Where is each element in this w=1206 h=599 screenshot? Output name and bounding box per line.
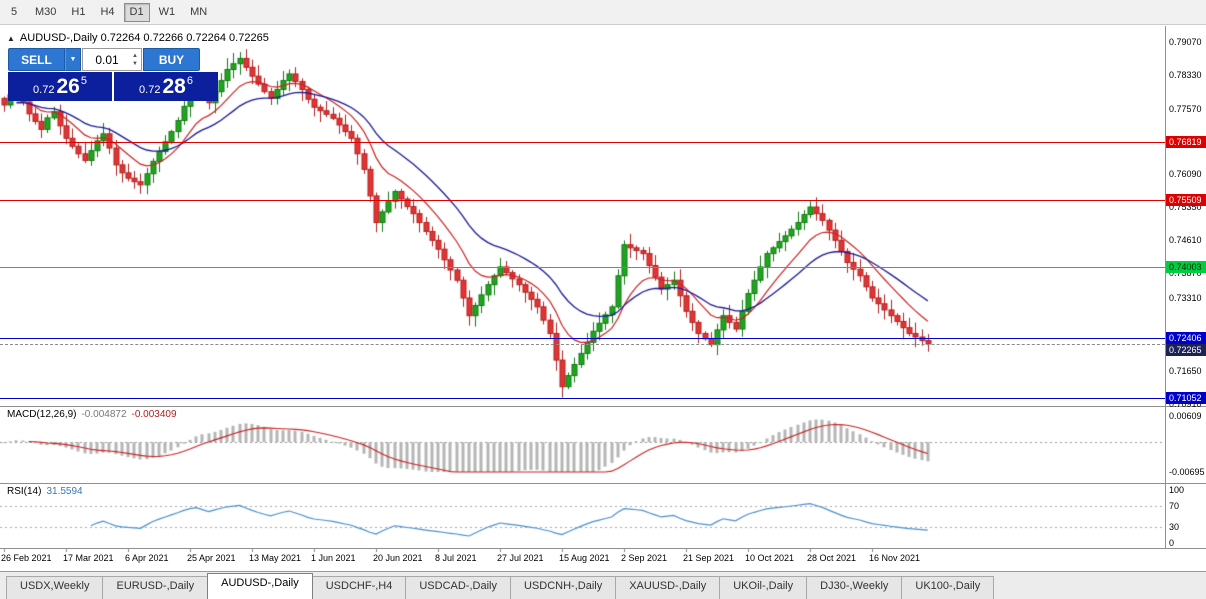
rsi-axis-label-70: 70 bbox=[1169, 501, 1180, 511]
price-badge-0-72406: 0.72406 bbox=[1166, 332, 1206, 344]
price-axis-label-0-75350: 0.75350 bbox=[1169, 202, 1202, 212]
tab-usdcnh-daily[interactable]: USDCNH-,Daily bbox=[509, 576, 617, 599]
date-label-16-nov-2021: 16 Nov 2021 bbox=[869, 553, 921, 563]
price-axis-label-0-74610: 0.74610 bbox=[1169, 235, 1202, 245]
date-label-26-feb-2021: 26 Feb 2021 bbox=[1, 553, 52, 563]
price-axis-label-0-77570: 0.77570 bbox=[1169, 104, 1202, 114]
buy-price-big: 28 bbox=[162, 75, 186, 98]
macd-signal-value: -0.003409 bbox=[131, 409, 177, 420]
rsi-timeaxis-separator bbox=[0, 548, 1206, 549]
chart-title: AUDUSD-,Daily 0.72264 0.72266 0.72264 0.… bbox=[19, 32, 269, 44]
horizontal-line-0.71052[interactable] bbox=[0, 398, 1165, 399]
timeframe-button-mn[interactable]: MN bbox=[190, 6, 208, 18]
price-badge-0-74003: 0.74003 bbox=[1166, 261, 1206, 273]
date-label-17-mar-2021: 17 Mar 2021 bbox=[63, 553, 114, 563]
tab-usdchf-h4[interactable]: USDCHF-,H4 bbox=[311, 576, 407, 599]
date-label-2-sep-2021: 2 Sep 2021 bbox=[621, 553, 668, 563]
lot-size-input[interactable] bbox=[83, 49, 141, 70]
macd-label: MACD(12,26,9) -0.004872 -0.003409 bbox=[7, 409, 177, 420]
sell-price-pip: 5 bbox=[80, 74, 87, 87]
rsi-axis-label-30: 30 bbox=[1169, 522, 1180, 532]
date-label-27-jul-2021: 27 Jul 2021 bbox=[497, 553, 544, 563]
rsi-name: RSI(14) bbox=[7, 486, 42, 497]
rsi-label: RSI(14) 31.5594 bbox=[7, 486, 83, 497]
price-axis-label-0-73870: 0.73870 bbox=[1169, 268, 1202, 278]
lot-increase-icon[interactable]: ▲ bbox=[132, 52, 138, 59]
price-badge-0-76819: 0.76819 bbox=[1166, 136, 1206, 148]
lot-spinner: ▲ ▼ bbox=[130, 50, 140, 69]
date-label-21-sep-2021: 21 Sep 2021 bbox=[683, 553, 735, 563]
price-axis-separator bbox=[1165, 26, 1166, 548]
date-label-15-aug-2021: 15 Aug 2021 bbox=[559, 553, 610, 563]
horizontal-line-0.75509[interactable] bbox=[0, 200, 1165, 201]
tab-dj30-weekly[interactable]: DJ30-,Weekly bbox=[806, 576, 903, 599]
sell-price-display[interactable]: 0.72 26 5 bbox=[8, 72, 112, 101]
collapse-trade-panel-icon[interactable]: ▲ bbox=[7, 33, 15, 43]
macd-rsi-separator[interactable] bbox=[0, 483, 1206, 484]
trade-prices-row: 0.72 26 5 0.72 28 6 bbox=[8, 72, 218, 101]
price-badge-0-71052: 0.71052 bbox=[1166, 392, 1206, 404]
chart-canvas[interactable] bbox=[0, 26, 1166, 571]
date-label-1-jun-2021: 1 Jun 2021 bbox=[311, 553, 356, 563]
date-label-6-apr-2021: 6 Apr 2021 bbox=[125, 553, 169, 563]
date-label-13-may-2021: 13 May 2021 bbox=[249, 553, 302, 563]
timeframe-button-d1[interactable]: D1 bbox=[123, 2, 150, 22]
chart-header: ▲ AUDUSD-,Daily 0.72264 0.72266 0.72264 … bbox=[7, 32, 269, 44]
chevron-down-icon: ▼ bbox=[69, 56, 77, 63]
price-axis-label-0-70910: 0.70910 bbox=[1169, 399, 1202, 409]
rsi-value: 31.5594 bbox=[46, 486, 83, 497]
price-badge-0-72265: 0.72265 bbox=[1166, 344, 1206, 356]
macd-axis-label-0-00609: 0.00609 bbox=[1169, 411, 1202, 421]
price-axis-label-0-73310: 0.73310 bbox=[1169, 293, 1202, 303]
sell-button[interactable]: SELL bbox=[8, 48, 65, 71]
sell-price-big: 26 bbox=[56, 75, 80, 98]
trade-buttons-row: SELL ▼ ▲ ▼ BUY bbox=[8, 48, 218, 71]
tab-audusd-daily[interactable]: AUDUSD-,Daily bbox=[207, 573, 313, 599]
date-label-28-oct-2021: 28 Oct 2021 bbox=[807, 553, 857, 563]
date-label-25-apr-2021: 25 Apr 2021 bbox=[187, 553, 236, 563]
horizontal-line-0.76819[interactable] bbox=[0, 142, 1165, 143]
one-click-trading-panel: SELL ▼ ▲ ▼ BUY 0.72 26 5 0.72 28 bbox=[8, 48, 218, 101]
price-axis-label-0-79070: 0.79070 bbox=[1169, 37, 1202, 47]
sell-price-prefix: 0.72 bbox=[33, 83, 55, 96]
buy-price-prefix: 0.72 bbox=[139, 83, 161, 96]
buy-price-pip: 6 bbox=[186, 74, 193, 87]
macd-name: MACD(12,26,9) bbox=[7, 409, 77, 420]
lot-size-field: ▲ ▼ bbox=[82, 48, 142, 71]
tab-xauusd-daily[interactable]: XAUUSD-,Daily bbox=[615, 576, 721, 599]
tab-eurusd-daily[interactable]: EURUSD-,Daily bbox=[102, 576, 209, 599]
timeframe-button-h1[interactable]: H1 bbox=[71, 6, 86, 18]
main-macd-separator[interactable] bbox=[0, 406, 1206, 407]
lot-dropdown-button[interactable]: ▼ bbox=[65, 48, 81, 71]
timeframe-button-5[interactable]: 5 bbox=[10, 6, 18, 18]
current-price-line bbox=[0, 344, 1165, 345]
chart-region: ▲ AUDUSD-,Daily 0.72264 0.72266 0.72264 … bbox=[0, 26, 1206, 571]
timeframe-button-h4[interactable]: H4 bbox=[100, 6, 115, 18]
date-label-8-jul-2021: 8 Jul 2021 bbox=[435, 553, 477, 563]
price-axis-label-0-71650: 0.71650 bbox=[1169, 366, 1202, 376]
tab-usdcad-daily[interactable]: USDCAD-,Daily bbox=[405, 576, 511, 599]
buy-price-display[interactable]: 0.72 28 6 bbox=[114, 72, 218, 101]
timeframe-button-m30[interactable]: M30 bbox=[35, 6, 57, 18]
chart-tabs-bar: USDX,Weekly EURUSD-,Daily AUDUSD-,Daily USD… bbox=[0, 571, 1206, 599]
price-axis-label-0-78330: 0.78330 bbox=[1169, 70, 1202, 80]
timeframe-button-w1[interactable]: W1 bbox=[158, 6, 176, 18]
tab-ukoil-daily[interactable]: UKOil-,Daily bbox=[719, 576, 808, 599]
rsi-axis-label-0: 0 bbox=[1169, 538, 1175, 548]
date-label-10-oct-2021: 10 Oct 2021 bbox=[745, 553, 795, 563]
price-badge-0-75509: 0.75509 bbox=[1166, 194, 1206, 206]
buy-button[interactable]: BUY bbox=[143, 48, 200, 71]
tab-usdx-weekly[interactable]: USDX,Weekly bbox=[6, 576, 104, 599]
date-label-20-jun-2021: 20 Jun 2021 bbox=[373, 553, 423, 563]
price-axis-label-0-76090: 0.76090 bbox=[1169, 169, 1202, 179]
tab-uk100-daily[interactable]: UK100-,Daily bbox=[901, 576, 995, 599]
macd-axis-label-0-00695: -0.00695 bbox=[1169, 467, 1205, 477]
rsi-axis-label-100: 100 bbox=[1169, 485, 1185, 495]
horizontal-line-0.72406[interactable] bbox=[0, 338, 1165, 339]
timeframe-toolbar: 5 M30 H1 H4 D1 W1 MN bbox=[0, 0, 1206, 25]
lot-decrease-icon[interactable]: ▼ bbox=[132, 60, 138, 67]
horizontal-line-0.74003[interactable] bbox=[0, 267, 1165, 268]
macd-main-value: -0.004872 bbox=[81, 409, 127, 420]
